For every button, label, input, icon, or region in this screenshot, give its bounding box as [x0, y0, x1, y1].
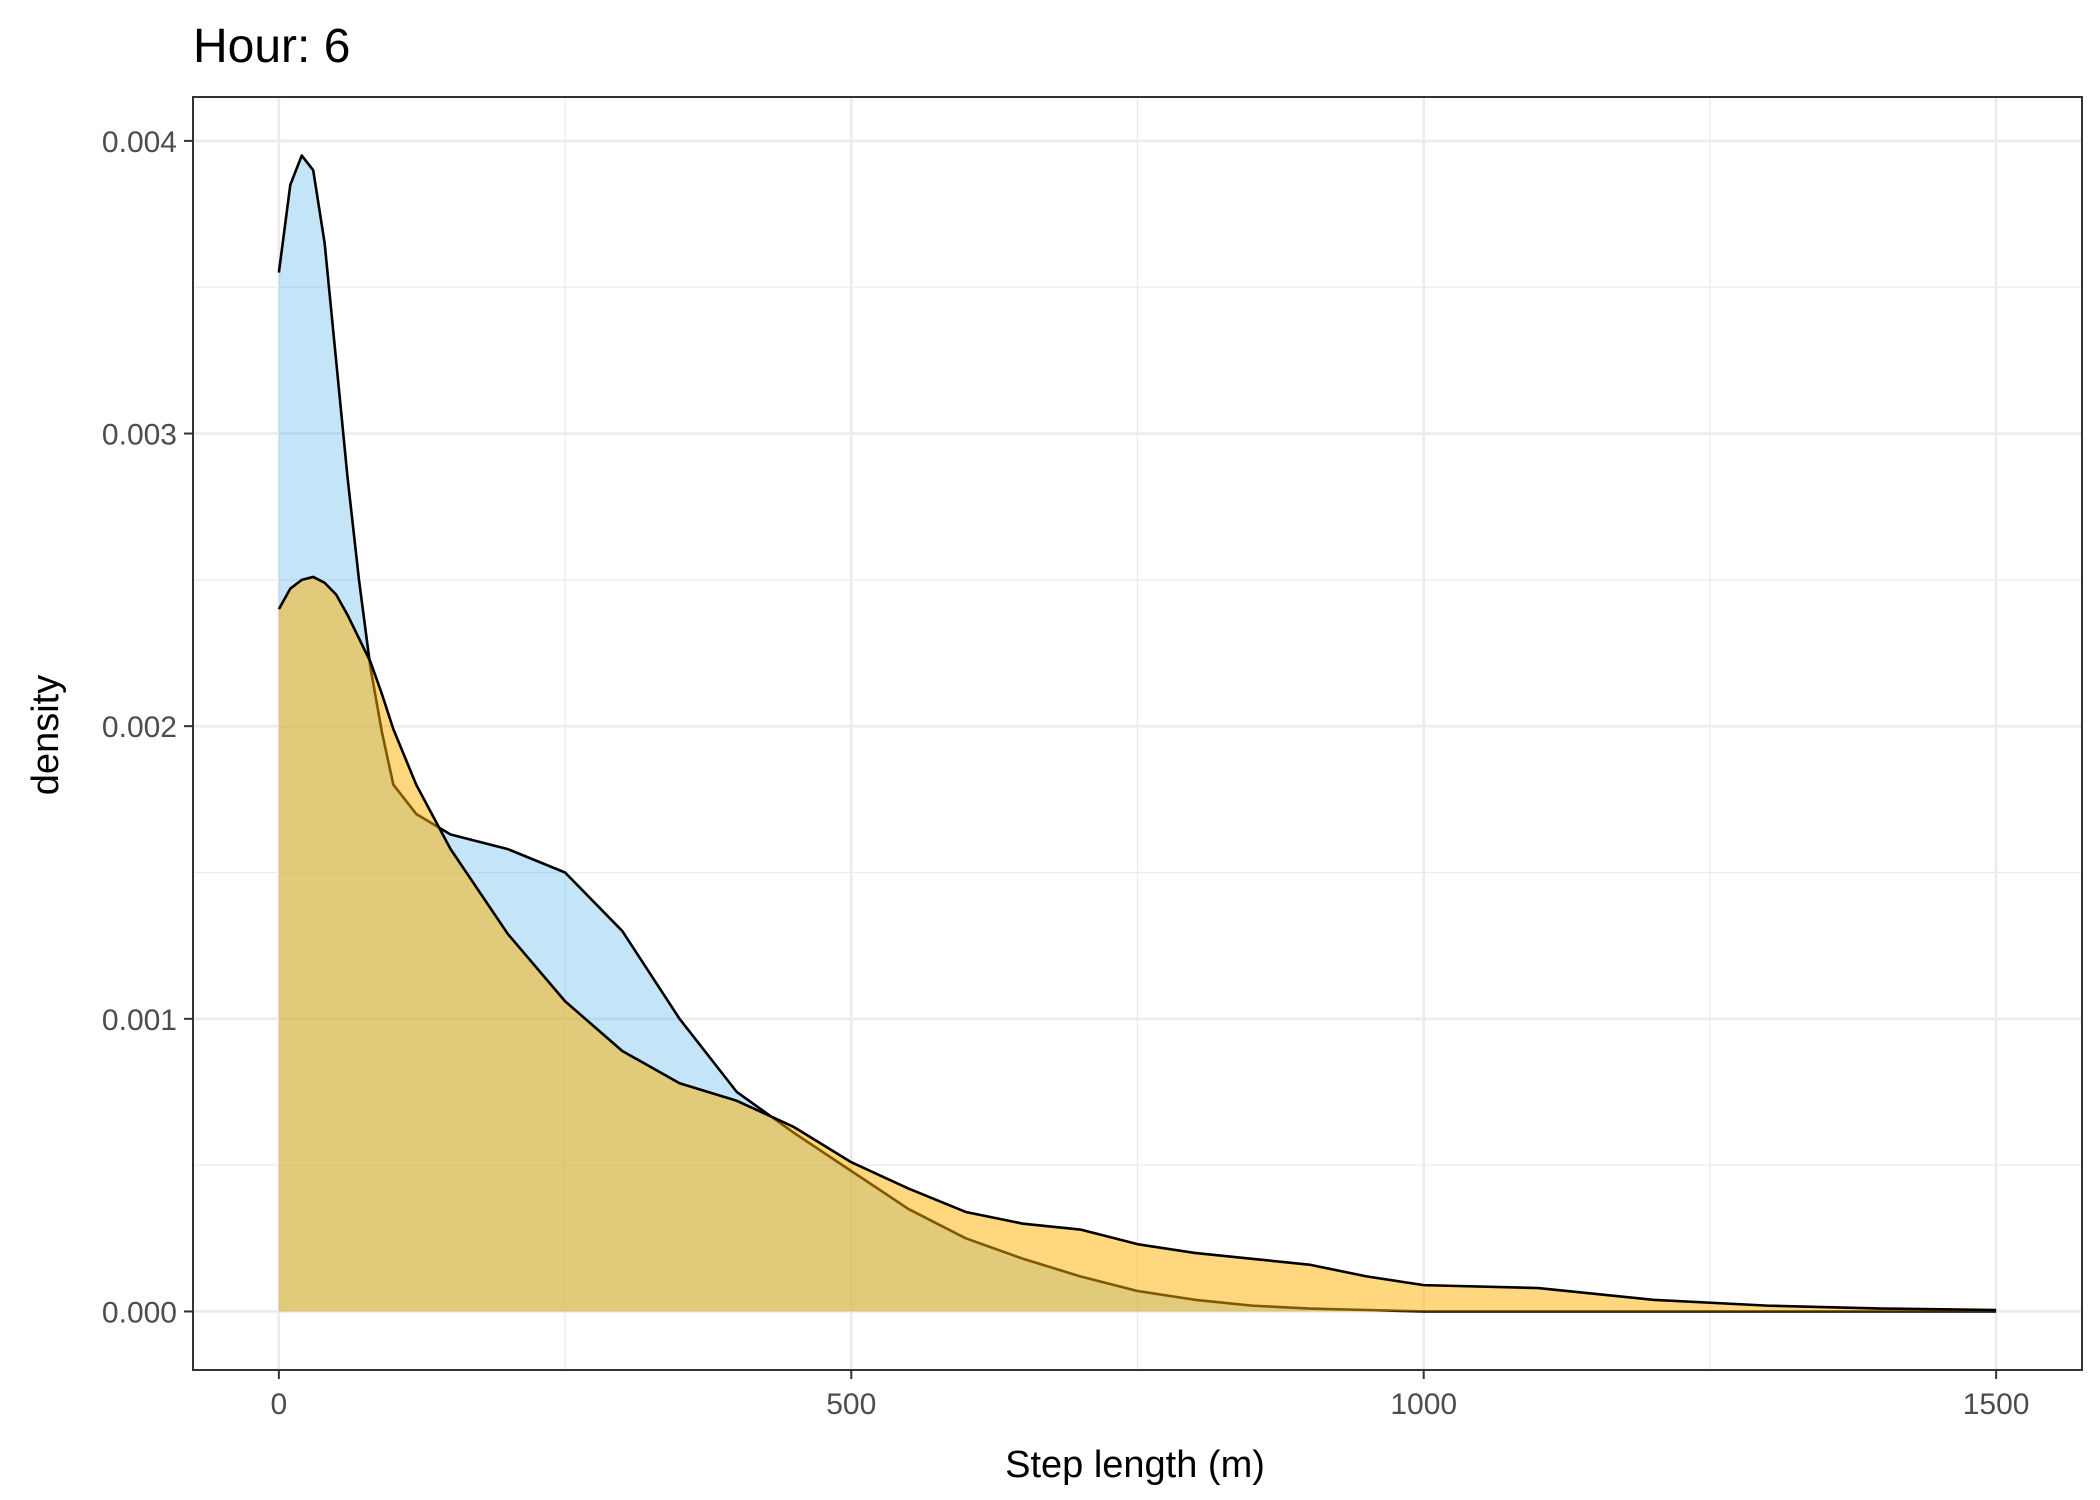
- plot-area: 0 500 1000 1500 0.000 0.001 0.002 0.003 0.004: [102, 96, 2083, 1421]
- y-tick-label: 0.001: [102, 1004, 177, 1037]
- x-tick-label: 0: [271, 1388, 288, 1421]
- y-axis-title: density: [25, 675, 67, 795]
- y-tick-label: 0.002: [102, 711, 177, 744]
- x-axis-title: Step length (m): [1005, 1444, 1265, 1486]
- x-tick-label: 500: [826, 1388, 876, 1421]
- density-curve-2: [277, 575, 1997, 1312]
- panel-border: [192, 96, 2083, 1371]
- chart-title: Hour: 6: [193, 20, 350, 73]
- y-tick-label: 0.000: [102, 1296, 177, 1329]
- y-tick-label: 0.004: [102, 126, 177, 159]
- x-tick-label: 1500: [1963, 1388, 2030, 1421]
- density-area-2: [278, 576, 1997, 1312]
- y-tick-label: 0.003: [102, 419, 177, 452]
- x-tick-label: 1000: [1390, 1388, 1457, 1421]
